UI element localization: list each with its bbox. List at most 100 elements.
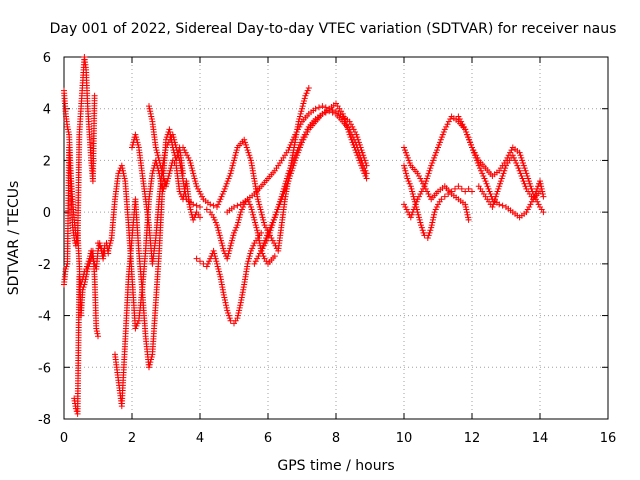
data-point bbox=[297, 139, 304, 146]
data-point bbox=[521, 180, 528, 187]
data-point bbox=[216, 229, 223, 236]
data-point bbox=[496, 201, 503, 208]
data-point bbox=[259, 214, 266, 221]
data-point bbox=[431, 209, 438, 216]
data-point bbox=[445, 118, 452, 125]
data-point bbox=[165, 172, 172, 179]
series-sat-f bbox=[129, 131, 203, 267]
data-point bbox=[243, 144, 250, 151]
data-point bbox=[215, 266, 222, 273]
data-point bbox=[227, 170, 234, 177]
data-point bbox=[192, 180, 199, 187]
data-point bbox=[85, 258, 92, 265]
data-point bbox=[433, 149, 440, 156]
data-point bbox=[465, 185, 472, 192]
data-point bbox=[522, 167, 529, 174]
data-point bbox=[429, 160, 436, 167]
data-point bbox=[182, 149, 189, 156]
data-point bbox=[233, 147, 240, 154]
data-point bbox=[276, 201, 283, 208]
data-point bbox=[146, 103, 152, 110]
data-point bbox=[80, 273, 87, 280]
data-point bbox=[509, 152, 516, 159]
data-point bbox=[152, 144, 159, 151]
data-point bbox=[170, 134, 177, 141]
x-tick-label: 14 bbox=[532, 431, 549, 446]
data-point bbox=[171, 136, 178, 143]
data-point bbox=[215, 227, 222, 234]
data-point bbox=[150, 167, 157, 174]
data-point bbox=[235, 216, 242, 223]
data-point bbox=[225, 250, 232, 257]
data-point bbox=[65, 128, 72, 135]
data-point bbox=[280, 188, 287, 195]
data-point bbox=[62, 266, 69, 273]
data-point bbox=[468, 141, 475, 148]
data-point bbox=[524, 206, 531, 213]
data-point bbox=[156, 157, 163, 164]
data-point bbox=[224, 307, 231, 314]
data-point bbox=[89, 253, 96, 260]
series-sat-e bbox=[112, 126, 186, 410]
data-point bbox=[523, 209, 530, 216]
data-point bbox=[119, 167, 126, 174]
data-point bbox=[107, 240, 114, 247]
data-point bbox=[154, 149, 161, 156]
data-point bbox=[214, 224, 221, 231]
data-point bbox=[519, 175, 526, 182]
data-point bbox=[429, 219, 436, 226]
data-point bbox=[340, 113, 347, 120]
y-tick-label: -8 bbox=[38, 413, 51, 428]
data-point bbox=[466, 136, 473, 143]
data-point bbox=[292, 131, 299, 138]
data-point bbox=[266, 229, 273, 236]
data-point bbox=[187, 160, 194, 167]
data-point bbox=[429, 216, 436, 223]
data-point bbox=[286, 167, 293, 174]
data-point bbox=[412, 201, 419, 208]
data-point bbox=[286, 144, 293, 151]
data-point bbox=[213, 258, 220, 265]
data-point bbox=[522, 183, 529, 190]
data-point bbox=[409, 188, 416, 195]
data-point bbox=[484, 183, 491, 190]
data-point bbox=[63, 263, 70, 270]
data-point bbox=[357, 154, 364, 161]
data-point bbox=[281, 183, 288, 190]
data-point bbox=[312, 105, 319, 112]
series-sat-g bbox=[146, 103, 203, 223]
data-point bbox=[235, 309, 242, 316]
data-point bbox=[166, 170, 173, 177]
series-sat-k bbox=[224, 103, 370, 216]
data-point bbox=[510, 154, 517, 161]
data-point bbox=[256, 203, 263, 210]
x-tick-label: 12 bbox=[464, 431, 481, 446]
data-point bbox=[64, 123, 71, 130]
data-point bbox=[440, 128, 447, 135]
data-point bbox=[147, 110, 154, 117]
data-point bbox=[456, 116, 463, 123]
data-point bbox=[197, 191, 204, 198]
data-point bbox=[278, 193, 285, 200]
data-point bbox=[410, 193, 417, 200]
data-point bbox=[238, 206, 245, 213]
data-point bbox=[304, 126, 311, 133]
data-point bbox=[297, 110, 304, 117]
data-point bbox=[226, 245, 233, 252]
data-point bbox=[217, 196, 224, 203]
data-point bbox=[220, 245, 227, 252]
data-point bbox=[158, 167, 165, 174]
data-point bbox=[294, 147, 301, 154]
data-point bbox=[283, 175, 290, 182]
data-point bbox=[237, 302, 244, 309]
data-point bbox=[415, 214, 422, 221]
data-point bbox=[224, 178, 231, 185]
data-point bbox=[362, 172, 369, 179]
data-point bbox=[223, 180, 230, 187]
data-point bbox=[231, 229, 237, 236]
data-point bbox=[465, 214, 472, 221]
data-point bbox=[463, 206, 470, 213]
data-point bbox=[329, 109, 336, 116]
data-point bbox=[260, 216, 267, 223]
data-point bbox=[216, 271, 223, 278]
